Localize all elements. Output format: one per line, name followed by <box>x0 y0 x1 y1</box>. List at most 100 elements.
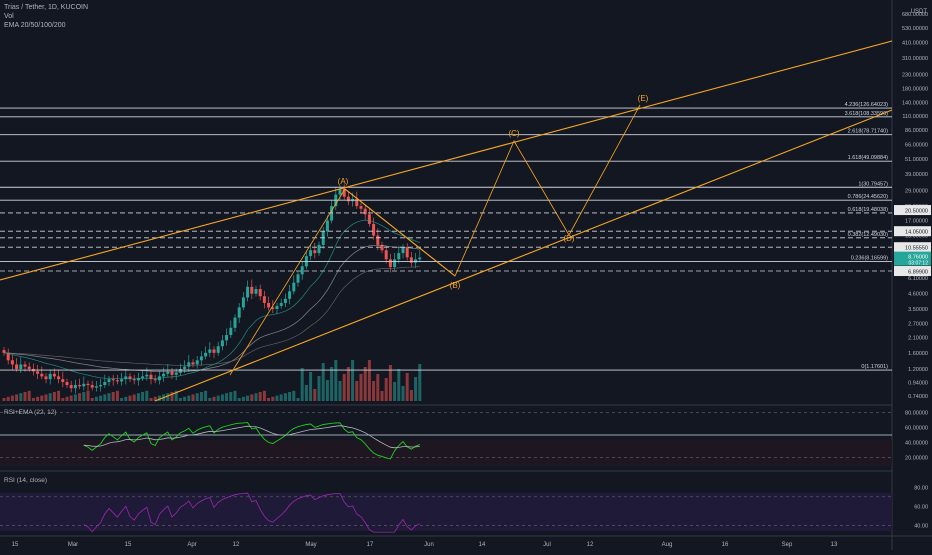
time-tick: 14 <box>479 542 486 548</box>
candle-body <box>78 385 82 387</box>
price-tick: 180.00000 <box>902 86 928 92</box>
candle-body <box>107 379 111 383</box>
price-tick: 4.60000 <box>908 292 928 298</box>
volume-bar <box>111 392 115 401</box>
volume-bar <box>330 367 334 401</box>
candle-body <box>380 244 384 251</box>
time-tick: May <box>305 542 316 548</box>
volume-bar <box>170 392 174 401</box>
candle-body <box>199 356 203 361</box>
price-tick: 2.10000 <box>908 336 928 342</box>
volume-bar <box>271 396 275 401</box>
time-tick: 12 <box>233 542 240 548</box>
price-tick: 140.00000 <box>902 100 928 106</box>
rsi-line <box>83 492 420 533</box>
candle-body <box>279 302 283 306</box>
volume-bar <box>212 396 216 401</box>
candle-body <box>212 349 216 353</box>
volume-bar <box>153 396 157 401</box>
price-tick: 51.00000 <box>905 157 928 163</box>
candle-body <box>313 250 317 254</box>
candle-body <box>246 286 250 298</box>
price-tag <box>894 242 931 253</box>
candle-body <box>166 371 170 374</box>
volume-bar <box>90 398 94 401</box>
rsi-tick: 40.00 <box>914 523 928 529</box>
volume-bar <box>157 395 161 401</box>
price-tick: 110.00000 <box>902 114 928 120</box>
candle-body <box>103 382 107 386</box>
lower-channel-line <box>154 109 893 402</box>
time-tick: 12 <box>587 542 594 548</box>
candle-body <box>44 376 48 380</box>
vol-indicator-label[interactable]: Vol <box>4 13 14 20</box>
candle-body <box>149 374 153 380</box>
time-tick: 15 <box>12 542 19 548</box>
candle-body <box>208 349 212 353</box>
volume-bar <box>78 393 82 401</box>
fib-label: 0.618(19.48038) <box>848 207 889 213</box>
fib-label: 0(1.17601) <box>861 364 888 370</box>
volume-bar <box>174 390 178 401</box>
candle-body <box>216 346 220 353</box>
volume-bar <box>409 390 413 401</box>
time-tick: Mar <box>68 542 78 548</box>
fib-label: 0.786(24.45620) <box>848 194 889 200</box>
volume-bar <box>19 393 23 401</box>
candle-body <box>342 188 346 197</box>
volume-bar <box>145 390 149 401</box>
candle-body <box>233 317 237 328</box>
price-tick: 13.00000 <box>905 234 928 240</box>
symbol-title[interactable]: Trias / Tether, 1D, KUCOIN <box>4 4 89 11</box>
volume-bar <box>166 393 170 401</box>
candle-body <box>174 372 178 375</box>
rsi-ema-title[interactable]: RSI+EMA (22, 12) <box>4 409 57 416</box>
candle-body <box>86 383 90 386</box>
volume-bar <box>241 396 245 401</box>
volume-bar <box>233 390 237 401</box>
fib-label: 1(30.79457) <box>858 181 888 187</box>
candle-body <box>195 360 199 365</box>
wave-label-e: (E) <box>638 94 649 103</box>
rsi-ema-rsi-line <box>83 422 420 460</box>
candle-body <box>120 379 124 382</box>
candle-body <box>355 198 359 207</box>
current-time-label: 03:07:12 <box>909 261 929 267</box>
volume-bar <box>258 392 262 401</box>
fib-label: 0.236(8.16599) <box>851 256 888 262</box>
rsi-tick: 60.00 <box>914 504 928 510</box>
volume-bar <box>82 392 86 401</box>
volume-bar <box>187 395 191 401</box>
candle-body <box>128 376 132 380</box>
candle-body <box>191 362 195 365</box>
candle-body <box>363 208 367 215</box>
time-tick: Jun <box>424 542 434 548</box>
ema-line <box>3 244 420 373</box>
candle-body <box>241 297 245 308</box>
volume-bar <box>36 396 40 401</box>
volume-bar <box>279 394 283 401</box>
ema-indicator-label[interactable]: EMA 20/50/100/200 <box>4 22 66 29</box>
candle-body <box>309 250 313 257</box>
candle-body <box>19 364 23 369</box>
candle-body <box>6 352 10 361</box>
chart-legend: Trias / Tether, 1D, KUCOIN Vol EMA 20/50… <box>4 3 88 30</box>
price-tick: 680.00000 <box>902 12 928 18</box>
price-tick: 6.10000 <box>908 276 928 282</box>
volume-bar <box>199 392 203 401</box>
volume-bar <box>124 396 128 401</box>
volume-bar <box>15 394 19 401</box>
rsi-title[interactable]: RSI (14, close) <box>4 477 47 484</box>
price-tick: 0.74000 <box>908 394 928 400</box>
rsi-ema-tick: 40.00000 <box>905 441 928 447</box>
volume-bar <box>107 393 111 401</box>
volume-bar <box>304 385 308 401</box>
volume-bar <box>27 390 31 401</box>
candle-body <box>258 289 262 297</box>
price-tick: 2.70000 <box>908 322 928 328</box>
time-tick: 16 <box>722 542 729 548</box>
volume-bar <box>204 390 208 401</box>
fib-label: 4.236(126.64023) <box>845 102 889 108</box>
